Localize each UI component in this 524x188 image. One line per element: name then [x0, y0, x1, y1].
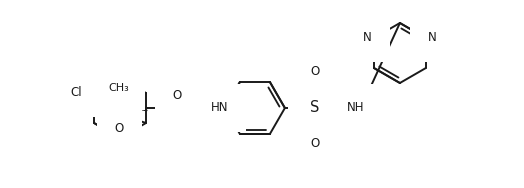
Text: NH: NH: [347, 102, 364, 114]
Text: S: S: [310, 101, 320, 115]
Text: O: O: [172, 89, 181, 102]
Text: O: O: [115, 122, 124, 135]
Text: Cl: Cl: [70, 86, 82, 99]
Text: HN: HN: [211, 102, 228, 114]
Text: O: O: [310, 137, 320, 151]
Text: N: N: [363, 32, 372, 45]
Text: N: N: [428, 32, 436, 45]
Text: O: O: [310, 65, 320, 79]
Text: CH₃: CH₃: [108, 83, 129, 93]
